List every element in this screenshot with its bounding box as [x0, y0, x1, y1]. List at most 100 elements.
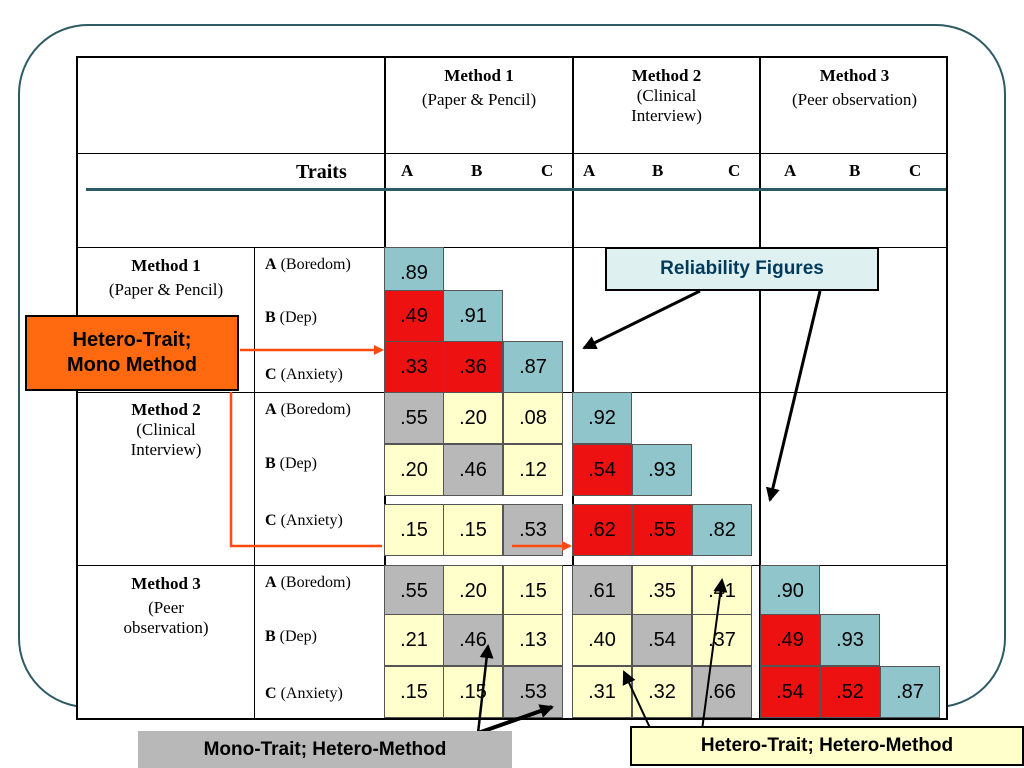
arrow-reliability-1	[582, 289, 701, 350]
callout-hetero-trait-mono-method: Hetero-Trait; Mono Method	[25, 315, 239, 391]
row-trait-label: C (Anxiety)	[265, 685, 343, 703]
correlation-cell: .54	[572, 444, 632, 496]
row-trait-letter: A	[265, 256, 277, 273]
correlation-cell: .15	[443, 666, 503, 718]
correlation-cell: .36	[443, 341, 503, 393]
row-header-method3-sub1: (Peer	[148, 598, 184, 617]
row-header-method2: Method 2 (Clinical Interview)	[80, 400, 252, 460]
arrow-htmm-2a	[229, 392, 382, 548]
row-trait-name: (Dep)	[279, 455, 317, 472]
correlation-cell: .54	[760, 666, 820, 718]
col-trait-letter: A	[583, 161, 596, 180]
row-trait-name: (Boredom)	[280, 574, 351, 591]
correlation-cell: .15	[384, 504, 444, 556]
row-header-method3-sub2: observation)	[123, 618, 209, 637]
correlation-cell: .31	[572, 666, 632, 718]
col-header-method2-sub2: Interview)	[631, 106, 702, 125]
row-trait-name: (Anxiety)	[280, 685, 343, 702]
correlation-cell: .13	[503, 614, 563, 666]
correlation-cell: .93	[820, 614, 880, 666]
arrow-reliability-2	[765, 290, 822, 502]
row-trait-label: A (Boredom)	[265, 256, 351, 274]
header-underline	[86, 188, 946, 191]
col-header-method2-sub1: (Clinical	[636, 86, 697, 105]
correlation-cell: .15	[503, 565, 563, 617]
row-trait-name: (Anxiety)	[280, 512, 343, 529]
correlation-cell: .33	[384, 341, 444, 393]
correlation-cell: .55	[632, 504, 692, 556]
correlation-cell: .20	[384, 444, 444, 496]
correlation-cell: .20	[443, 565, 503, 617]
row-header-method2-sub2: Interview)	[130, 440, 202, 459]
row-trait-name: (Dep)	[279, 309, 317, 326]
row-trait-letter: B	[265, 455, 276, 472]
arrow-hthm-2	[701, 578, 728, 731]
col-trait-letter: C	[728, 161, 741, 180]
correlation-cell: .40	[572, 614, 632, 666]
row-trait-name: (Boredom)	[280, 401, 351, 418]
arrow-mthm-2	[477, 704, 554, 735]
correlation-cell: .54	[632, 614, 692, 666]
col-header-method1: Method 1 (Paper & Pencil)	[386, 66, 572, 110]
col-trait-letter: C	[541, 161, 554, 180]
correlation-cell: .32	[632, 666, 692, 718]
correlation-cell: .46	[443, 444, 503, 496]
correlation-cell: .49	[760, 614, 820, 666]
callout-htmm-line2: Mono Method	[67, 354, 197, 376]
row-trait-label: C (Anxiety)	[265, 512, 343, 530]
row-label-divider	[254, 247, 255, 720]
callout-reliability: Reliability Figures	[605, 247, 879, 291]
col-trait-letter: B	[652, 161, 664, 180]
callout-hetero-trait-hetero-method: Hetero-Trait; Hetero-Method	[630, 726, 1024, 766]
col-trait-letter: A	[784, 161, 797, 180]
arrow-hthm-1	[622, 670, 652, 731]
correlation-cell: .91	[443, 290, 503, 342]
row-trait-name: (Boredom)	[280, 256, 351, 273]
row-trait-name: (Dep)	[279, 628, 317, 645]
row-trait-letter: C	[265, 512, 277, 529]
correlation-cell: .52	[820, 666, 880, 718]
col-trait-letter: C	[909, 161, 922, 180]
col-header-method2-name: Method 2	[631, 66, 702, 85]
row-trait-letter: A	[265, 574, 277, 591]
row-trait-label: C (Anxiety)	[265, 366, 343, 384]
row-trait-letter: B	[265, 628, 276, 645]
correlation-cell: .15	[384, 666, 444, 718]
col-trait-letter: A	[401, 161, 414, 180]
correlation-cell: .87	[880, 666, 940, 718]
col-header-method3-name: Method 3	[819, 66, 890, 85]
correlation-cell: .35	[632, 565, 692, 617]
row-trait-name: (Anxiety)	[280, 366, 343, 383]
correlation-cell: .66	[692, 666, 752, 718]
row-header-method3: Method 3 (Peer observation)	[80, 574, 252, 638]
correlation-cell: .53	[503, 504, 563, 556]
col-header-method3: Method 3 (Peer observation)	[761, 66, 948, 110]
col-trait-letter: B	[849, 161, 861, 180]
correlation-cell: .53	[503, 666, 563, 718]
correlation-cell: .20	[443, 392, 503, 444]
correlation-cell: .55	[384, 392, 444, 444]
row-trait-label: A (Boredom)	[265, 574, 351, 592]
correlation-cell: .46	[443, 614, 503, 666]
row-trait-label: A (Boredom)	[265, 401, 351, 419]
traits-label: Traits	[296, 161, 347, 183]
row-trait-letter: C	[265, 685, 277, 702]
correlation-cell: .12	[503, 444, 563, 496]
row-header-method2-name: Method 2	[131, 400, 201, 419]
correlation-cell: .15	[443, 504, 503, 556]
correlation-cell: .90	[760, 565, 820, 617]
row-trait-letter: B	[265, 309, 276, 326]
col-header-method1-sub: (Paper & Pencil)	[421, 90, 537, 109]
row-trait-letter: A	[265, 401, 277, 418]
row-header-method2-sub1: (Clinical	[136, 420, 196, 439]
correlation-cell: .61	[572, 565, 632, 617]
col-header-method1-name: Method 1	[444, 66, 514, 85]
row-divider-1	[76, 247, 948, 248]
row-trait-label: B (Dep)	[265, 455, 317, 473]
row-trait-label: B (Dep)	[265, 309, 317, 327]
col-divider-3	[759, 56, 761, 720]
correlation-cell: .93	[632, 444, 692, 496]
callout-mono-trait-hetero-method: Mono-Trait; Hetero-Method	[138, 731, 512, 768]
row-trait-label: B (Dep)	[265, 628, 317, 646]
